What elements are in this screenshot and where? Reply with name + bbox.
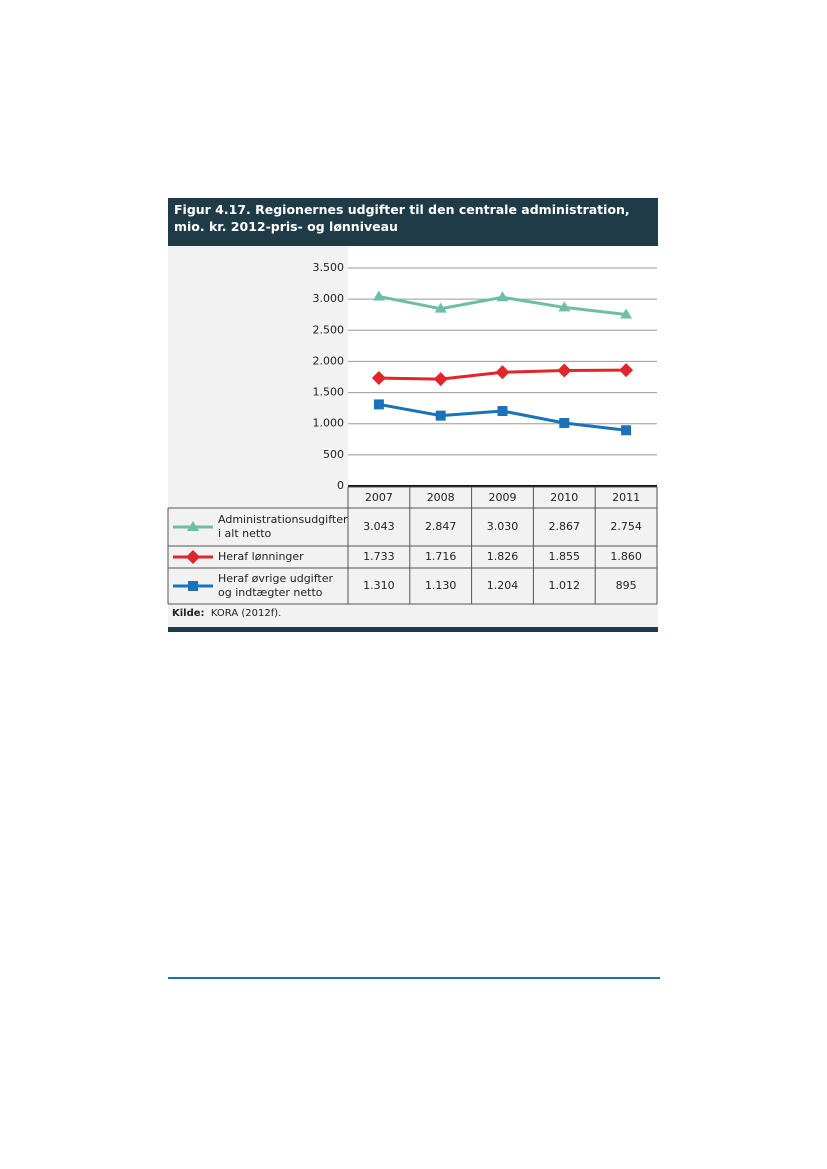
marker: [559, 417, 570, 428]
marker: [186, 550, 200, 564]
source-label: Kilde:: [172, 608, 205, 619]
source: Kilde: KORA (2012f).: [172, 608, 281, 619]
x-tick-label: 2010: [550, 491, 578, 504]
source-text: KORA (2012f).: [210, 608, 282, 619]
table-value: 2.847: [425, 520, 457, 533]
legend-label: Heraf øvrige udgifter og indtægter netto: [218, 572, 334, 599]
table-value: 895: [616, 579, 637, 592]
marker: [619, 363, 634, 378]
y-tick-label: 500: [323, 448, 344, 461]
marker: [433, 372, 448, 387]
marker: [496, 291, 509, 302]
chart-title: Figur 4.17. Regionernes udgifter til den…: [168, 198, 658, 246]
table-value: 1.130: [425, 579, 457, 592]
table-value: 1.855: [549, 550, 581, 563]
table-value: 1.733: [363, 550, 395, 563]
figure-bottom-bar: [168, 627, 658, 632]
y-tick-label: 2.000: [313, 354, 345, 367]
table-value: 1.204: [487, 579, 519, 592]
table-value: 1.826: [487, 550, 519, 563]
table-value: 3.030: [487, 520, 519, 533]
table-value: 1.716: [425, 550, 457, 563]
marker: [497, 406, 508, 417]
marker: [495, 365, 510, 380]
marker: [435, 410, 446, 421]
marker: [371, 371, 386, 386]
legend-label: Administrationsudgifter i alt netto: [218, 513, 348, 540]
y-tick-label: 3.000: [313, 292, 345, 305]
marker: [621, 425, 632, 436]
marker: [187, 521, 199, 531]
marker: [558, 301, 571, 312]
y-tick-label: 1.000: [313, 417, 345, 430]
x-tick-label: 2008: [427, 491, 455, 504]
legend-label: Heraf lønninger: [218, 550, 304, 563]
table-value: 1.860: [610, 550, 642, 563]
y-tick-label: 1.500: [313, 386, 345, 399]
marker: [188, 581, 198, 591]
y-tick-label: 3.500: [313, 261, 345, 274]
marker: [620, 308, 633, 319]
table-value: 1.012: [549, 579, 581, 592]
table-value: 1.310: [363, 579, 395, 592]
table-value: 3.043: [363, 520, 395, 533]
marker: [557, 363, 572, 378]
marker: [434, 302, 447, 313]
x-tick-label: 2007: [365, 491, 393, 504]
y-tick-label: 0: [337, 479, 344, 492]
marker: [373, 399, 384, 410]
x-tick-label: 2011: [612, 491, 640, 504]
y-tick-label: 2.500: [313, 323, 345, 336]
marker: [372, 290, 385, 301]
table-value: 2.754: [610, 520, 642, 533]
table-value: 2.867: [549, 520, 581, 533]
x-tick-label: 2009: [489, 491, 517, 504]
